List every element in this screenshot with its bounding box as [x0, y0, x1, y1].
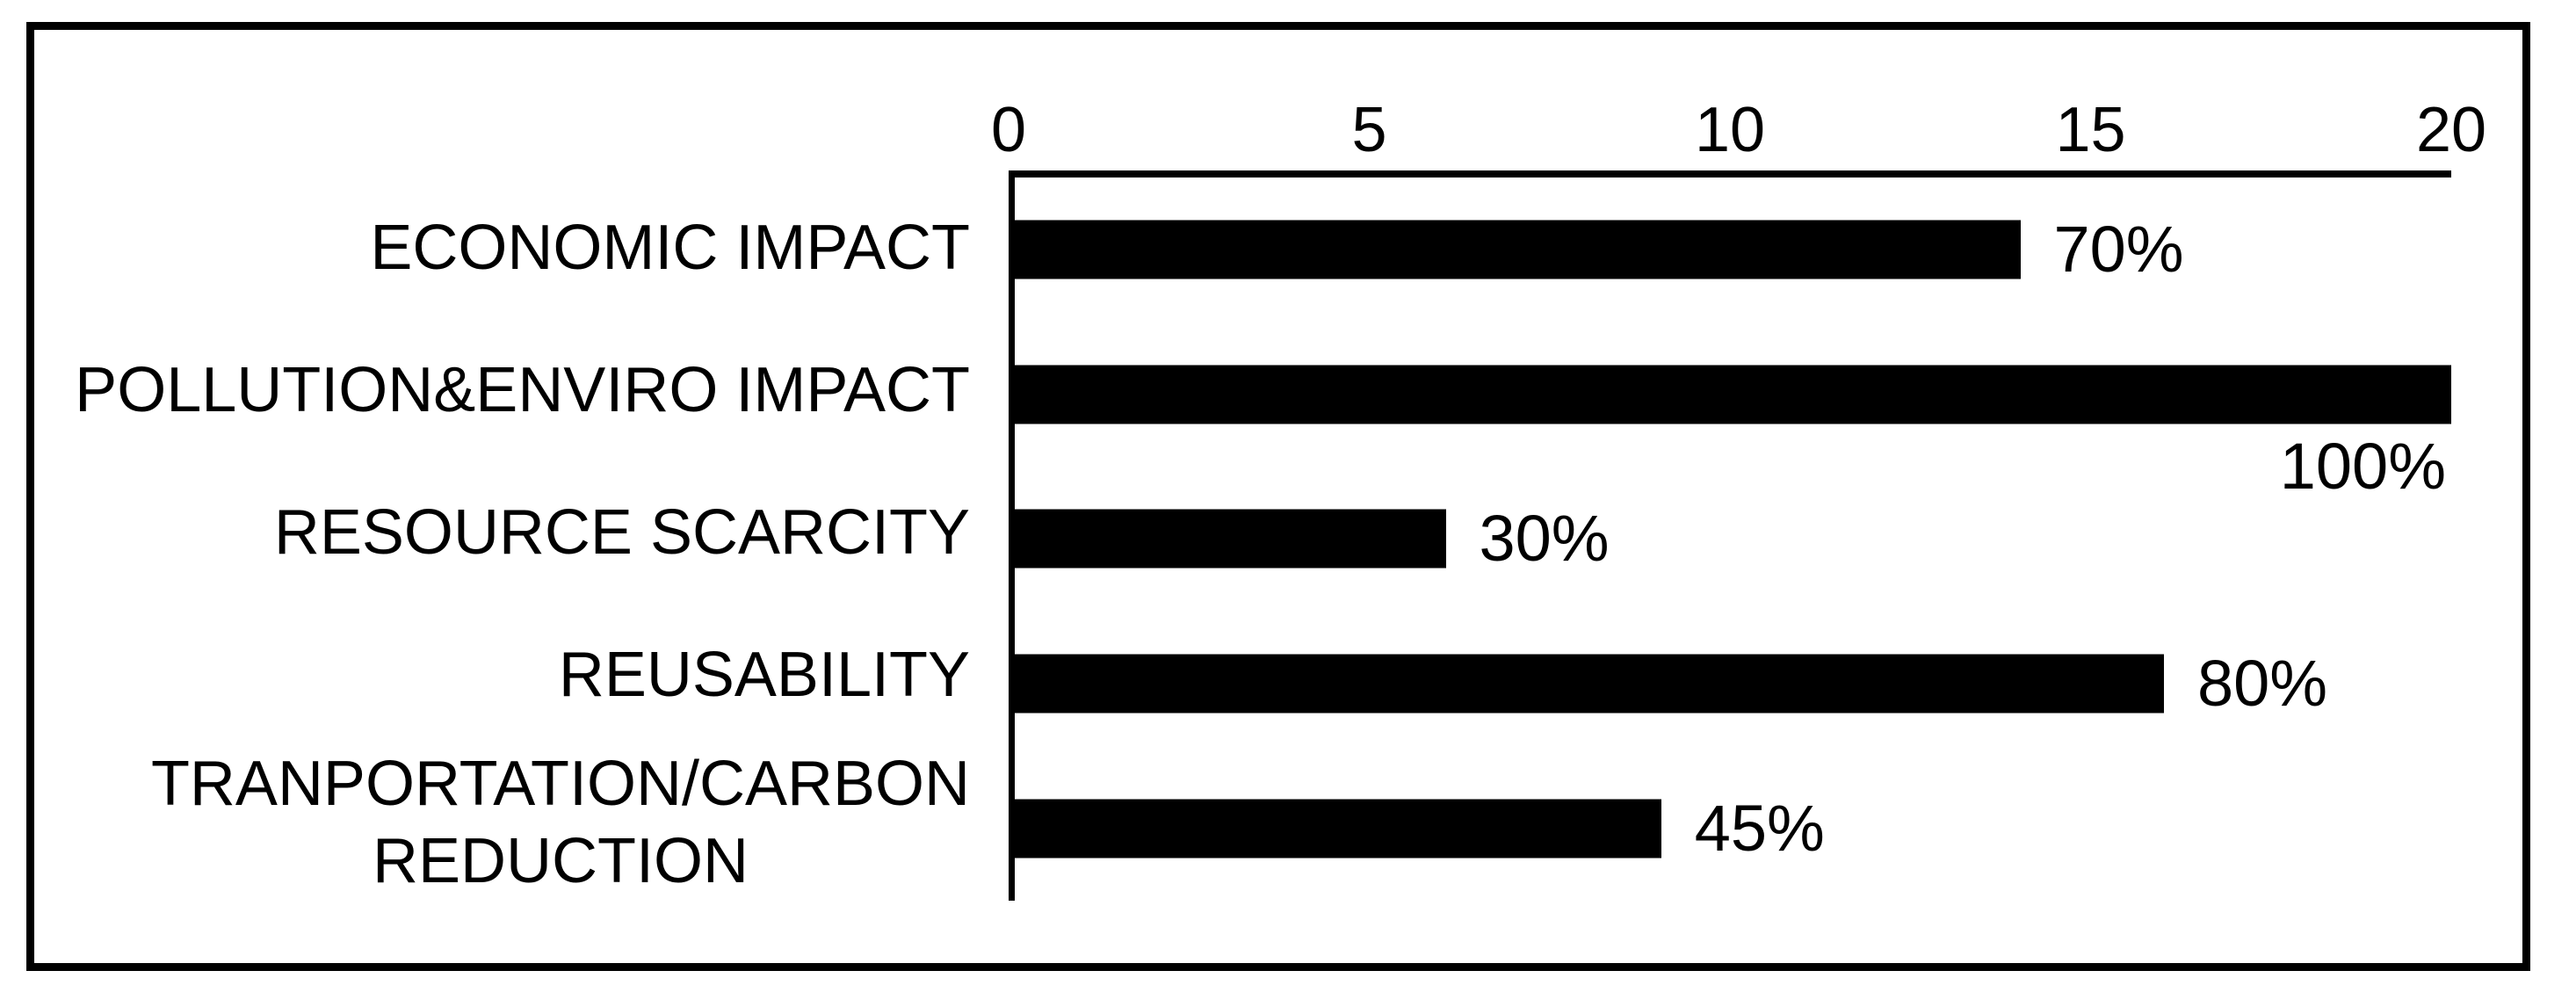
category-label: RESOURCE SCARCITY: [273, 496, 970, 568]
bar-row: 30%: [1015, 467, 2451, 612]
value-label: 80%: [2197, 647, 2328, 721]
x-axis-tick: 20: [2415, 95, 2487, 165]
category-label: TRANPORTATION/CARBON REDUCTION: [150, 749, 970, 897]
value-label: 70%: [2053, 213, 2184, 286]
bar-resource-scarcity: [1015, 509, 1446, 569]
bar-reusability: [1015, 654, 2164, 714]
category-label: ECONOMIC IMPACT: [370, 213, 970, 283]
category-row: ECONOMIC IMPACT: [34, 177, 970, 320]
bar-row: 70%: [1015, 177, 2451, 322]
category-row: REUSABILITY: [34, 605, 970, 747]
x-axis-tick: 10: [1694, 95, 1766, 165]
plot-area: 70% 100% 30% 80% 45%: [1009, 170, 2451, 901]
x-axis: 0 5 10 15 20: [991, 47, 2486, 167]
category-label: POLLUTION&ENVIRO IMPACT: [75, 354, 970, 425]
bar-economic-impact: [1015, 220, 2021, 279]
x-axis-tick: 5: [1351, 95, 1387, 165]
category-label: REUSABILITY: [558, 639, 970, 710]
value-label: 30%: [1479, 502, 1610, 576]
x-axis-tick: 15: [2055, 95, 2126, 165]
bar-row: 45%: [1015, 756, 2451, 901]
value-label: 45%: [1694, 791, 1825, 865]
chart-frame: 0 5 10 15 20 ECONOMIC IMPACT POLLUTION&E…: [26, 22, 2530, 971]
category-row: POLLUTION&ENVIRO IMPACT: [34, 320, 970, 462]
bar-pollution-enviro-impact: [1015, 365, 2451, 424]
category-axis: ECONOMIC IMPACT POLLUTION&ENVIRO IMPACT …: [34, 177, 970, 901]
category-row: RESOURCE SCARCITY: [34, 462, 970, 605]
bar-row: 100%: [1015, 322, 2451, 498]
bar-row: 80%: [1015, 612, 2451, 757]
bar-rows: 70% 100% 30% 80% 45%: [1015, 177, 2451, 901]
bar-transportation-carbon-reduction: [1015, 799, 1661, 858]
category-row: TRANPORTATION/CARBON REDUCTION: [34, 746, 970, 901]
value-label: 100%: [2279, 429, 2446, 503]
x-axis-tick: 0: [990, 95, 1027, 165]
